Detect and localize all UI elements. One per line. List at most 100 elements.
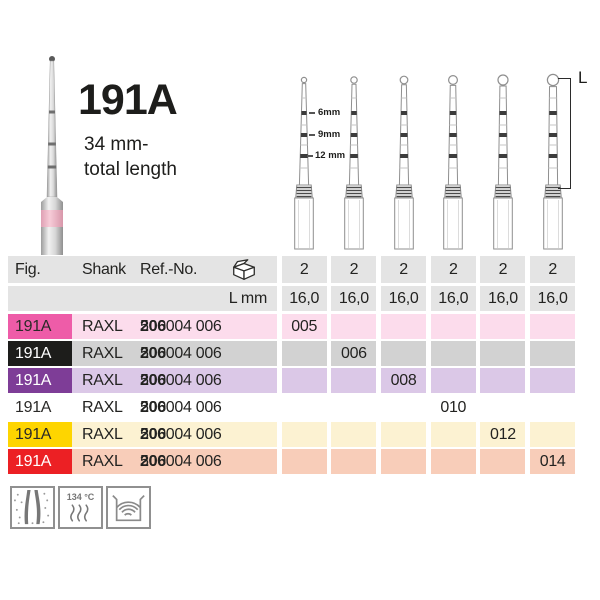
shank-value: RAXL (82, 452, 123, 470)
subtitle-line1: 34 mm- (84, 134, 149, 155)
size-cell (530, 341, 576, 366)
l-mm-value-cell: 16,0 (530, 286, 576, 311)
fig-color-block: 191A (8, 422, 72, 447)
size-cell (281, 449, 327, 474)
col-header-ref-no: Ref.-No. (140, 260, 198, 278)
bur-drawing (294, 76, 314, 250)
depth-tick-6mm (309, 112, 315, 114)
size-cell: 006 (331, 341, 377, 366)
size-cell (281, 368, 327, 393)
size-cell (331, 449, 377, 474)
page-title: 191A (78, 76, 178, 124)
ref-no-value: 500 206 004 006 (140, 371, 222, 389)
fig-color-block: 191A (8, 314, 72, 339)
table-body: 191A RAXL 500 206 004 006 005 191A RAXL … (8, 314, 576, 474)
size-cell (381, 341, 427, 366)
l-mm-value-cell: 16,0 (381, 286, 427, 311)
size-cell (480, 341, 526, 366)
row-main-cell: 191A RAXL 500 206 004 006 (8, 314, 277, 339)
fig-color-block: 191A (8, 395, 72, 420)
size-cell (430, 449, 476, 474)
length-bracket (558, 78, 571, 189)
shank-value: RAXL (82, 344, 123, 362)
ref-no-value: 500 206 004 006 (140, 317, 222, 335)
size-cell: 014 (530, 449, 576, 474)
size-cell (331, 395, 377, 420)
size-cell (480, 449, 526, 474)
size-cell (530, 314, 576, 339)
size-cell (331, 314, 377, 339)
table-header-row-2: L mm 16,0 16,0 16,0 16,0 16,0 16,0 (8, 286, 576, 311)
fig-label: 191A (15, 371, 52, 389)
header-main-cell: Fig. Shank Ref.-No. (8, 256, 277, 283)
l-mm-value-cell: 16,0 (430, 286, 476, 311)
qty-per-pack-cell: 2 (281, 256, 327, 283)
row-main-cell: 191A RAXL 500 206 004 006 (8, 449, 277, 474)
size-cell: 010 (430, 395, 476, 420)
table-row: 191A RAXL 500 206 004 006 010 (8, 395, 576, 420)
ultrasonic-bath-icon (106, 486, 151, 529)
package-box-icon (230, 258, 258, 282)
fig-label: 191A (15, 425, 52, 443)
size-cell (381, 395, 427, 420)
size-cell: 005 (281, 314, 327, 339)
size-cell (281, 341, 327, 366)
qty-per-pack-cell: 2 (530, 256, 576, 283)
ref-no-value: 500 206 004 006 (140, 398, 222, 416)
ref-no-value: 500 206 004 006 (140, 344, 222, 362)
bur-drawing (394, 75, 414, 250)
length-label: L (578, 68, 588, 87)
size-cell (530, 368, 576, 393)
size-cell: 012 (480, 422, 526, 447)
row-main-cell: 191A RAXL 500 206 004 006 (8, 368, 277, 393)
size-cell (381, 422, 427, 447)
depth-tick-12mm (307, 155, 313, 157)
size-cell (530, 422, 576, 447)
qty-per-pack-cell: 2 (430, 256, 476, 283)
size-cell (430, 314, 476, 339)
autoclave-temp-label: 134 °C (66, 491, 95, 502)
size-cell (530, 395, 576, 420)
bur-drawing (493, 74, 513, 250)
table-row: 191A RAXL 500 206 004 006 005 (8, 314, 576, 339)
size-cell (430, 422, 476, 447)
fig-label: 191A (15, 398, 52, 416)
size-cell (480, 395, 526, 420)
fig-color-block: 191A (8, 368, 72, 393)
fig-label: 191A (15, 452, 52, 470)
size-cell (381, 449, 427, 474)
depth-tick-9mm (309, 134, 315, 136)
size-cell (430, 368, 476, 393)
row-main-cell: 191A RAXL 500 206 004 006 (8, 395, 277, 420)
qty-per-pack-cell: 2 (331, 256, 377, 283)
row-main-cell: 191A RAXL 500 206 004 006 (8, 422, 277, 447)
fig-color-block: 191A (8, 341, 72, 366)
size-cell (331, 422, 377, 447)
depth-label-9mm: 9mm (318, 129, 341, 140)
l-mm-value-cell: 16,0 (480, 286, 526, 311)
col-header-shank: Shank (82, 260, 126, 278)
depth-label-12mm: 12 mm (315, 150, 346, 161)
bur-drawing (344, 76, 364, 250)
size-cell (281, 395, 327, 420)
qty-per-pack-cell: 2 (381, 256, 427, 283)
row-main-cell: 191A RAXL 500 206 004 006 (8, 341, 277, 366)
shank-value: RAXL (82, 398, 123, 416)
l-mm-value-cell: 16,0 (331, 286, 377, 311)
ref-no-value: 500 206 004 006 (140, 425, 222, 443)
ref-no-value: 500 206 004 006 (140, 452, 222, 470)
col-header-fig: Fig. (15, 260, 41, 278)
col-header-l-mm: L mm (228, 289, 268, 307)
depth-label-6mm: 6mm (318, 107, 341, 118)
bur-drawing (443, 74, 463, 250)
root-canal-icon (10, 486, 55, 529)
size-cell (480, 368, 526, 393)
fig-label: 191A (15, 344, 52, 362)
fig-label: 191A (15, 317, 52, 335)
size-cell (480, 314, 526, 339)
fig-color-block: 191A (8, 449, 72, 474)
qty-per-pack-cell: 2 (480, 256, 526, 283)
